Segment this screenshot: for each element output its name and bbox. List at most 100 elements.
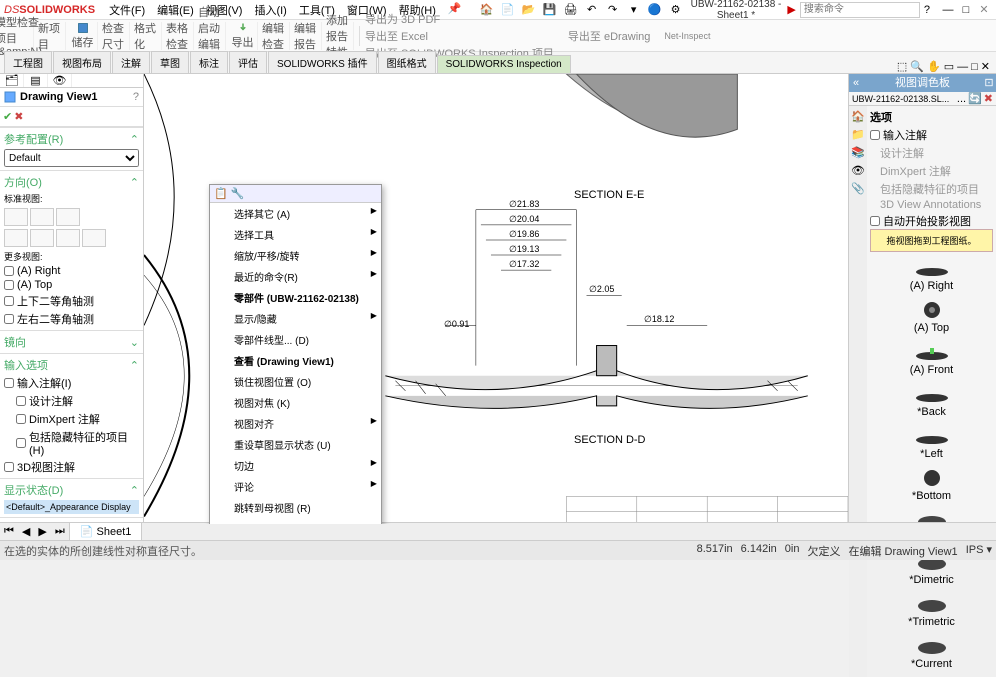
cm-align-view[interactable]: 视图对齐 <box>210 413 381 434</box>
tab-sheetformat[interactable]: 图纸格式 <box>378 51 436 73</box>
menu-file[interactable]: 文件(F) <box>103 0 151 20</box>
close-button[interactable]: ✕ <box>976 2 992 18</box>
cm-select-other[interactable]: 选择其它 (A) <box>210 203 381 224</box>
rebuild-icon[interactable]: 🔵 <box>646 1 664 19</box>
view-help-icon[interactable]: ? <box>133 91 139 103</box>
export-edrawing[interactable]: 导出至 eDrawing <box>568 28 651 44</box>
chk-3d-ann[interactable] <box>4 462 14 472</box>
cm-tangent[interactable]: 切边 <box>210 455 381 476</box>
tool-grid-check[interactable]: 表格检查 <box>164 22 194 50</box>
cm-tool-1[interactable]: 📋 <box>214 187 228 200</box>
maximize-button[interactable]: □ <box>958 2 974 18</box>
cm-show-hide[interactable]: 显示/隐藏 <box>210 308 381 329</box>
chk-design-ann[interactable] <box>16 396 26 406</box>
tool-edit-report[interactable]: 编辑报告 <box>292 22 322 50</box>
sheet-nav-first[interactable]: ⏮ <box>0 525 18 538</box>
cm-focus-view[interactable]: 视图对焦 (K) <box>210 392 381 413</box>
view-front[interactable]: (A) Front <box>902 340 962 376</box>
view-cube-icon[interactable]: ⬚ <box>897 60 907 73</box>
tab-inspection[interactable]: SOLIDWORKS Inspection <box>437 55 571 73</box>
view-btn-7[interactable] <box>82 229 106 247</box>
cm-lock-view[interactable]: 锁住视图位置 (O) <box>210 371 381 392</box>
rp-layers-icon[interactable]: 📚 <box>851 146 865 160</box>
palette-close-icon[interactable]: ✖ <box>984 92 993 105</box>
redo-icon[interactable]: ↷ <box>604 1 622 19</box>
tool-new-project[interactable]: 新项目 <box>36 22 66 50</box>
view-btn-5[interactable] <box>30 229 54 247</box>
tool-check-dim[interactable]: 检查尺寸 <box>100 22 130 50</box>
tool-auto-editor[interactable]: 自动启动编辑器 <box>196 22 226 50</box>
cm-select-tool[interactable]: 选择工具 <box>210 224 381 245</box>
view-btn-1[interactable] <box>4 208 28 226</box>
sheet-nav-last[interactable]: ⏭ <box>51 525 69 538</box>
menu-insert[interactable]: 插入(I) <box>248 0 292 20</box>
search-play-icon[interactable]: ▶ <box>787 3 795 16</box>
tool-report-feat[interactable]: 添加报告特性 <box>324 22 354 50</box>
config-select[interactable]: Default <box>4 149 139 167</box>
tool-save[interactable]: 储存 <box>68 22 98 50</box>
drawing-canvas[interactable]: SECTION E-E SECTION D-D ∅21.83 ∅20.04 ∅1… <box>144 74 848 524</box>
tab-addins[interactable]: SOLIDWORKS 插件 <box>268 51 377 73</box>
view-trimetric[interactable]: *Trimetric <box>902 592 962 628</box>
menu-edit[interactable]: 编辑(E) <box>151 0 200 20</box>
display-state-value[interactable]: <Default>_Appearance Display <box>4 500 139 514</box>
tab-annotate[interactable]: 注解 <box>112 51 150 73</box>
view-current[interactable]: *Current <box>902 634 962 670</box>
search-command-input[interactable] <box>800 2 920 18</box>
view-btn-4[interactable] <box>4 229 28 247</box>
net-inspect[interactable]: Net-Inspect <box>664 31 710 41</box>
tool-edit-inspect[interactable]: 编辑检查 <box>260 22 290 50</box>
tool-inspect-project[interactable]: 模型检查项目(&amp;N) <box>4 22 34 50</box>
lp-tab-config[interactable]: ▤ <box>24 74 48 87</box>
view-right[interactable]: (A) Right <box>902 256 962 292</box>
print-icon[interactable]: 🖨 <box>562 1 580 19</box>
view-top[interactable]: (A) Top <box>902 298 962 334</box>
chk-iso1[interactable] <box>4 296 14 306</box>
view-btn-3[interactable] <box>56 208 80 226</box>
tab-layout[interactable]: 视图布局 <box>53 51 111 73</box>
cm-comp-line[interactable]: 零部件线型... (D) <box>210 329 381 350</box>
lp-tab-feature[interactable]: 🗂 <box>0 74 24 87</box>
cm-reset-sketch[interactable]: 重设草图显示状态 (U) <box>210 434 381 455</box>
options-icon[interactable]: ⚙ <box>667 1 685 19</box>
lp-tab-display[interactable]: 👁 <box>48 74 72 87</box>
doc-min-icon[interactable]: — <box>957 61 968 73</box>
cm-goto-parent[interactable]: 跳转到母视图 (R) <box>210 497 381 518</box>
tool-export[interactable]: 导出 <box>228 22 258 50</box>
undo-icon[interactable]: ↶ <box>583 1 601 19</box>
chk-hidden-ann[interactable] <box>16 438 26 448</box>
tab-markup[interactable]: 标注 <box>190 51 228 73</box>
view-back[interactable]: *Back <box>902 382 962 418</box>
sheet-nav-next[interactable]: ▶ <box>34 525 50 538</box>
sheet-nav-prev[interactable]: ◀ <box>18 525 34 538</box>
chk-dimx-ann[interactable] <box>16 414 26 424</box>
help-icon[interactable]: ? <box>924 4 930 16</box>
cm-comment[interactable]: 评论 <box>210 476 381 497</box>
doc-close-icon[interactable]: ✕ <box>981 60 990 73</box>
view-section-icon[interactable]: ▭ <box>944 60 954 73</box>
status-units[interactable]: IPS ▾ <box>966 543 992 559</box>
accept-icon[interactable]: ✔ <box>3 110 12 123</box>
view-bottom[interactable]: *Bottom <box>902 466 962 502</box>
palette-browse-icon[interactable]: 🔄 <box>968 92 982 105</box>
export-3dpdf[interactable]: 导出为 3D PDF <box>365 11 554 27</box>
chk-right[interactable] <box>4 266 14 276</box>
rp-clip-icon[interactable]: 📎 <box>851 182 865 196</box>
doc-max-icon[interactable]: □ <box>971 61 978 73</box>
view-left[interactable]: *Left <box>902 424 962 460</box>
tab-sketch[interactable]: 草图 <box>151 51 189 73</box>
rp-view-icon[interactable]: 👁 <box>851 164 865 178</box>
export-excel[interactable]: 导出至 Excel <box>365 28 554 44</box>
chk-import-ann[interactable] <box>4 378 14 388</box>
rp-folder-icon[interactable]: 📁 <box>851 128 865 142</box>
cm-recent[interactable]: 最近的命令(R) <box>210 266 381 287</box>
chk-top[interactable] <box>4 280 14 290</box>
reject-icon[interactable]: ✖ <box>14 110 23 123</box>
rp-chk-auto[interactable] <box>870 216 880 226</box>
sheet-tab-1[interactable]: 📄 Sheet1 <box>69 522 143 541</box>
view-btn-6[interactable] <box>56 229 80 247</box>
minimize-button[interactable]: — <box>940 2 956 18</box>
palette-refresh-icon[interactable]: ... <box>957 93 966 105</box>
chk-iso2[interactable] <box>4 314 14 324</box>
rp-home-icon[interactable]: 🏠 <box>851 110 865 124</box>
